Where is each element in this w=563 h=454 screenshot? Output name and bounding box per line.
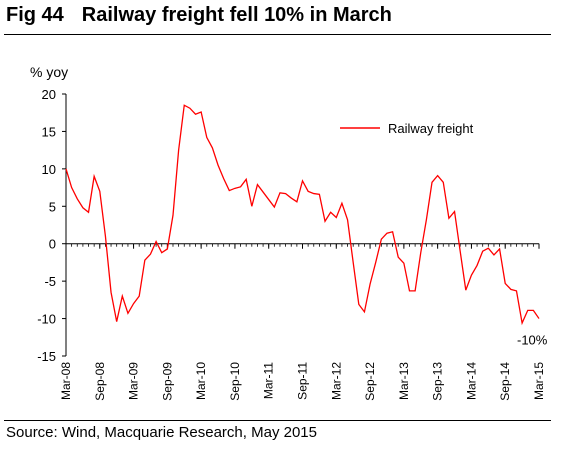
y-axis: 20 15 10 5 0 -5 -10 -15 bbox=[37, 87, 67, 364]
x-tick-label: Mar-10 bbox=[194, 362, 208, 400]
x-tick-label: Mar-14 bbox=[464, 362, 478, 400]
y-tick-label: 0 bbox=[49, 237, 56, 252]
x-tick-label: Mar-12 bbox=[329, 362, 343, 400]
y-tick-label: 10 bbox=[42, 162, 56, 177]
x-tick-label: Sep-12 bbox=[363, 362, 377, 401]
x-tick-label: Mar-13 bbox=[397, 362, 411, 400]
y-axis-label: % yoy bbox=[30, 64, 68, 80]
x-tick-label: Sep-10 bbox=[228, 362, 242, 401]
x-tick-label: Mar-11 bbox=[262, 362, 276, 399]
y-tick-label: -10 bbox=[37, 312, 56, 327]
legend-label: Railway freight bbox=[388, 121, 474, 136]
annotation-label: -10% bbox=[517, 333, 548, 348]
y-tick-label: -15 bbox=[37, 349, 56, 364]
x-tick-label: Sep-08 bbox=[93, 362, 107, 401]
y-tick-label: 5 bbox=[49, 199, 56, 214]
y-tick-label: -5 bbox=[44, 274, 56, 289]
figure-header: Fig 44 Railway freight fell 10% in March bbox=[6, 4, 392, 27]
x-tick-label: Mar-08 bbox=[59, 362, 73, 400]
x-tick-label: Mar-09 bbox=[127, 362, 141, 400]
series-line-railway-freight bbox=[65, 104, 540, 326]
x-axis: Mar-08 Sep-08 Mar-09 Sep-09 Mar-10 Sep-10 Mar-… bbox=[59, 243, 546, 401]
legend: Railway freight bbox=[340, 121, 474, 136]
x-tick-label: Sep-11 bbox=[296, 362, 310, 400]
header-rule bbox=[4, 34, 551, 35]
figure-title: Railway freight fell 10% in March bbox=[81, 4, 392, 26]
footer-rule bbox=[4, 420, 551, 421]
x-tick-label: Mar-15 bbox=[532, 362, 546, 400]
y-tick-label: 15 bbox=[42, 124, 56, 139]
source-note: Source: Wind, Macquarie Research, May 20… bbox=[6, 424, 317, 441]
x-tick-label: Sep-13 bbox=[431, 362, 445, 401]
x-tick-label: Sep-09 bbox=[160, 362, 174, 401]
y-tick-label: 20 bbox=[42, 87, 56, 102]
x-tick-label: Sep-14 bbox=[498, 362, 512, 401]
figure-number: Fig 44 bbox=[6, 4, 64, 26]
